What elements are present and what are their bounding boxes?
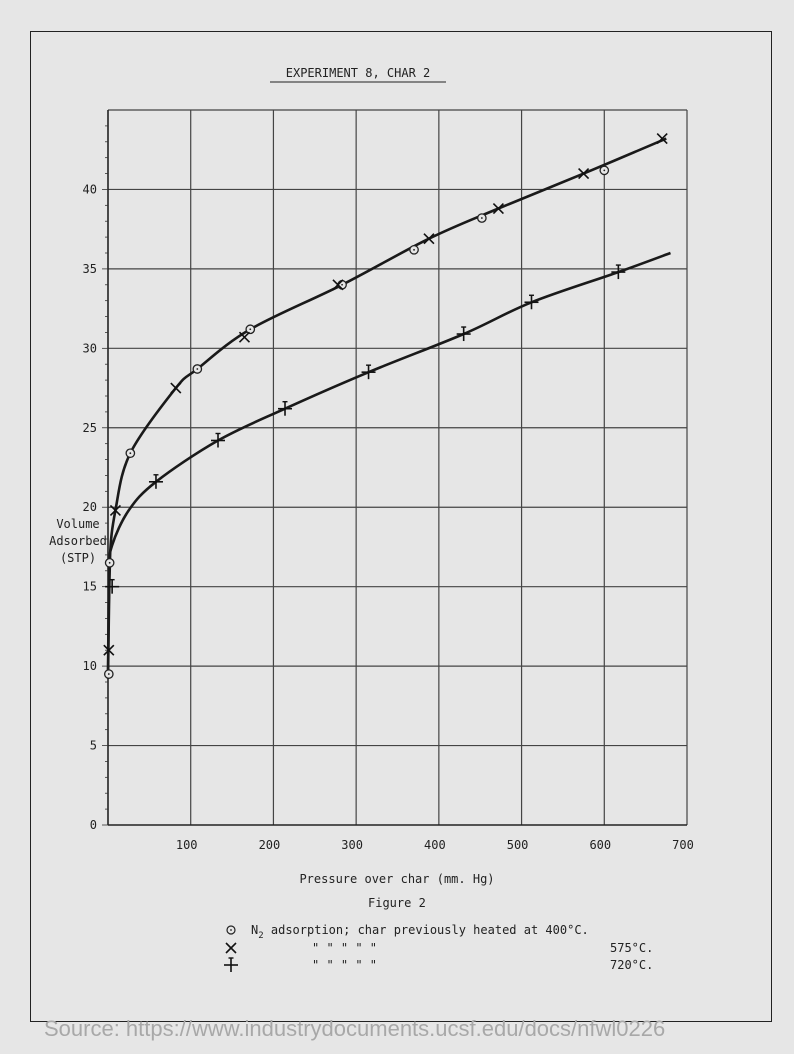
y-axis-label: Volume Adsorbed (STP)	[49, 517, 107, 565]
chart-title: EXPERIMENT 8, CHAR 2	[286, 66, 431, 80]
data-point-x	[332, 279, 344, 291]
marker-circle-dot	[107, 673, 110, 675]
legend-marker-plus	[224, 957, 238, 972]
data-point-circle	[477, 213, 487, 223]
legend-temperature: 575°C.	[610, 941, 653, 955]
series-x	[103, 133, 668, 656]
data-point-plus	[148, 474, 163, 489]
curve-lower	[106, 251, 671, 679]
data-point-plus	[105, 578, 120, 594]
data-point-plus	[211, 432, 226, 448]
data-point-x	[170, 382, 182, 394]
legend-circle-dot	[230, 929, 232, 931]
figure-label: Figure 2	[368, 896, 426, 910]
y-tick-label: 30	[83, 341, 97, 355]
y-axis-label-line: (STP)	[60, 551, 96, 565]
data-point-plus	[361, 364, 376, 380]
grid-lines	[108, 109, 688, 825]
data-point-circle	[192, 364, 203, 374]
y-tick-label: 15	[83, 580, 97, 594]
marker-x-stroke	[170, 382, 182, 394]
marker-x-stroke	[109, 504, 122, 516]
legend-row: " " " " " 575°C.	[225, 941, 653, 955]
marker-circle-dot	[108, 561, 111, 564]
x-tick-label: 400	[424, 838, 446, 852]
legend-row: " " " " " 720°C.	[224, 957, 653, 972]
marker-x-stroke	[238, 331, 251, 343]
marker-x-stroke	[423, 233, 435, 245]
y-tick-label: 20	[83, 500, 97, 514]
y-tick-label: 35	[83, 262, 97, 276]
marker-x-stroke	[656, 133, 668, 145]
data-point-x	[578, 167, 590, 180]
data-point-circle	[599, 165, 610, 176]
x-tick-label: 500	[507, 838, 529, 852]
y-axis-label-line: Volume	[56, 517, 99, 531]
data-point-x	[103, 644, 115, 656]
series-plus	[105, 264, 626, 594]
curve-upper	[106, 137, 667, 675]
y-tick-label: 40	[83, 182, 97, 196]
marker-circle-dot	[413, 248, 415, 251]
data-point-circle	[103, 669, 114, 679]
x-axis-label: Pressure over char (mm. Hg)	[299, 872, 494, 886]
marker-circle-dot	[249, 328, 252, 331]
x-tick-label: 700	[672, 838, 694, 852]
legend-ditto-marks: " " " " "	[312, 958, 377, 972]
data-point-plus	[278, 401, 293, 416]
legend: N2 adsorption; char previously heated at…	[224, 923, 653, 972]
page-frame	[30, 31, 772, 1022]
legend-text: N2 adsorption; char previously heated at…	[251, 923, 589, 941]
legend-temperature: 720°C.	[610, 958, 653, 972]
data-point-plus	[611, 264, 626, 280]
data-point-x	[423, 233, 435, 245]
marker-x-stroke	[103, 644, 115, 656]
y-tick-label: 25	[83, 421, 97, 435]
marker-circle-dot	[603, 169, 606, 172]
y-axis-label-line: Adsorbed	[49, 534, 107, 548]
legend-circle-marker	[226, 925, 236, 935]
series-circle	[103, 165, 610, 679]
data-point-x	[238, 331, 251, 343]
marker-circle-dot	[480, 217, 483, 219]
x-tick-label: 600	[589, 838, 611, 852]
data-point-plus	[456, 326, 471, 342]
data-point-x	[492, 202, 504, 215]
y-tick-label: 5	[90, 739, 97, 753]
x-tick-label: 200	[259, 838, 281, 852]
marker-x-stroke	[578, 167, 590, 180]
legend-marker-x	[225, 942, 237, 954]
marker-circle-dot	[341, 283, 343, 286]
source-citation: Source: https://www.industrydocuments.uc…	[44, 1016, 666, 1041]
marker-x-stroke	[492, 202, 504, 215]
data-point-circle	[337, 279, 347, 290]
x-tick-label: 100	[176, 838, 198, 852]
legend-ditto-marks: " " " " "	[312, 941, 377, 955]
marker-x-stroke	[225, 942, 237, 954]
marker-x-stroke	[332, 279, 344, 291]
x-tick-label: 300	[341, 838, 363, 852]
y-tick-label: 0	[90, 818, 97, 832]
legend-row: N2 adsorption; char previously heated at…	[226, 923, 589, 941]
data-point-circle	[245, 324, 256, 335]
marker-circle-dot	[129, 452, 132, 455]
data-point-circle	[409, 244, 419, 255]
marker-circle-dot	[196, 368, 199, 370]
data-point-circle	[125, 448, 136, 459]
y-tick-label: 10	[83, 659, 97, 673]
data-point-plus	[524, 294, 539, 310]
data-point-x	[656, 133, 668, 145]
data-point-circle	[104, 557, 115, 568]
data-point-x	[109, 504, 122, 516]
